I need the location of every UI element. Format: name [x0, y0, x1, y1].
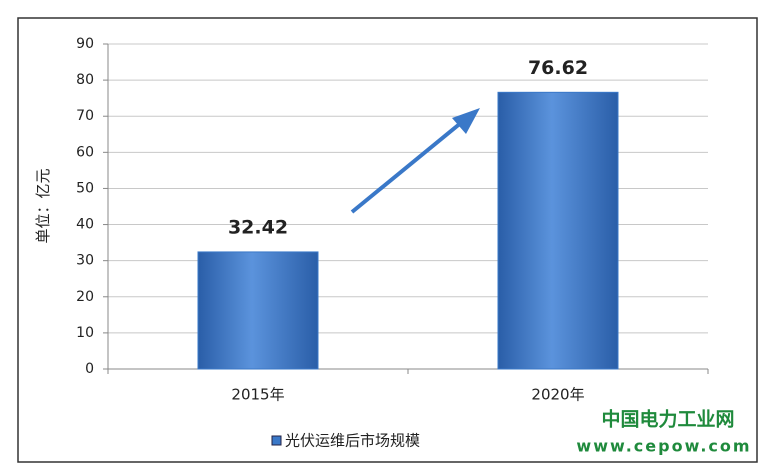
x-tick-label: 2015年	[231, 386, 284, 404]
x-tick-label: 2020年	[531, 386, 584, 404]
bar	[197, 251, 319, 370]
y-tick-label: 10	[76, 325, 94, 341]
data-label: 32.42	[228, 216, 288, 238]
y-tick-label: 90	[76, 36, 94, 52]
watermark-title: 中国电力工业网	[601, 408, 734, 431]
y-axis-label: 单位：亿元	[34, 168, 52, 243]
y-tick-label: 70	[76, 108, 94, 124]
y-tick-label: 60	[76, 144, 94, 160]
chart-frame	[17, 17, 758, 463]
trend-arrow-head	[452, 108, 480, 134]
legend-swatch	[271, 435, 282, 446]
y-tick-label: 80	[76, 72, 94, 88]
y-tick-label: 40	[76, 217, 94, 233]
legend: 光伏运维后市场规模	[271, 432, 420, 450]
y-tick-label: 20	[76, 289, 94, 305]
trend-arrow	[350, 120, 464, 214]
data-label: 76.62	[528, 57, 588, 79]
y-tick-label: 50	[76, 180, 94, 196]
y-tick-label: 0	[85, 361, 94, 377]
y-tick-label: 30	[76, 253, 94, 269]
legend-label: 光伏运维后市场规模	[285, 432, 420, 450]
bar	[497, 91, 619, 370]
watermark-url: www.cepow.com	[576, 437, 751, 456]
